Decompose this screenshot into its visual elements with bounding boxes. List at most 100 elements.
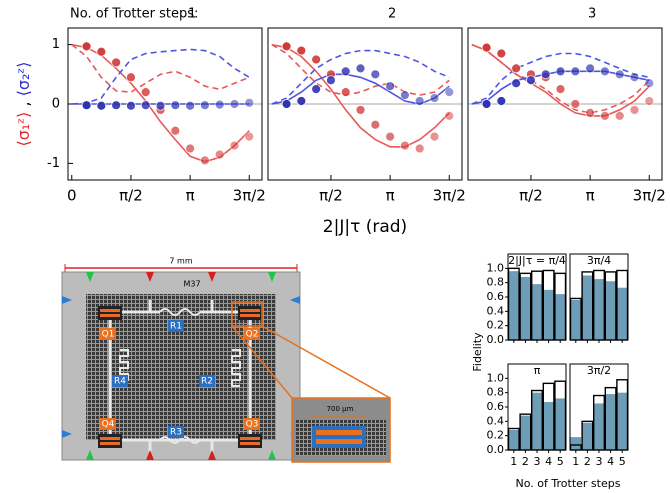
- bar: [532, 393, 543, 450]
- y-tick-label: -1: [47, 156, 60, 171]
- data-point: [600, 111, 609, 120]
- data-point: [112, 101, 121, 110]
- data-point: [200, 101, 209, 110]
- x-tick-label: 4: [545, 455, 552, 468]
- bar: [605, 394, 616, 450]
- bar: [594, 403, 605, 450]
- y-tick-label: 0.2: [487, 429, 505, 442]
- panel-title: 3π/4: [587, 254, 611, 267]
- y-label-sigma2: ⟨σ₂ᶻ⟩: [14, 61, 33, 96]
- inset-junction: [316, 430, 362, 435]
- y-tick-label: 0.0: [487, 443, 505, 456]
- resonator-label: R1: [170, 322, 182, 332]
- data-point: [215, 100, 224, 109]
- bar-x-label: No. of Trotter steps: [516, 477, 621, 490]
- resonator-label: R2: [201, 377, 213, 387]
- data-point: [297, 97, 306, 106]
- data-point: [445, 88, 454, 97]
- data-point: [282, 100, 291, 109]
- x-tick-label: π: [586, 187, 595, 205]
- panel-title: 3: [588, 7, 596, 22]
- y-label-separator: ,: [14, 101, 33, 106]
- data-point: [245, 132, 254, 141]
- data-point: [630, 105, 639, 114]
- bar: [543, 402, 554, 450]
- chip-label: M37: [183, 280, 200, 289]
- data-point: [630, 73, 639, 82]
- data-point: [141, 88, 150, 97]
- data-point: [112, 58, 121, 67]
- data-point: [512, 64, 521, 73]
- bar: [605, 281, 616, 340]
- data-point: [571, 67, 580, 76]
- data-point: [586, 64, 595, 73]
- y-tick-label: 0: [52, 97, 60, 112]
- device-image: 7 mm M37 Q1 Q2 Q3 Q4 R1 R2 R3 R4 700 μm: [62, 257, 390, 463]
- bar: [571, 300, 582, 340]
- x-tick-label: 5: [619, 455, 626, 468]
- data-point: [586, 108, 595, 117]
- bar: [582, 276, 593, 341]
- y-tick-label: 0.4: [487, 304, 505, 317]
- y-tick-label: 0.6: [487, 290, 505, 303]
- data-point: [171, 101, 180, 110]
- y-tick-label: 1.0: [487, 371, 505, 384]
- bar: [594, 279, 605, 340]
- data-point: [215, 150, 224, 159]
- data-point: [356, 64, 365, 73]
- x-tick-label: π: [386, 187, 395, 205]
- data-point: [645, 97, 654, 106]
- data-point: [556, 85, 565, 94]
- bar: [532, 284, 543, 340]
- x-tick-label: 3: [596, 455, 603, 468]
- data-point: [186, 144, 195, 153]
- bar: [509, 271, 520, 340]
- qubit-label: Q2: [246, 330, 259, 340]
- data-point: [430, 132, 439, 141]
- data-point: [497, 97, 506, 106]
- data-point: [512, 79, 521, 88]
- data-point: [200, 156, 209, 165]
- x-tick-label: 1: [510, 455, 517, 468]
- data-point: [297, 46, 306, 55]
- data-point: [97, 47, 106, 56]
- data-point: [326, 76, 335, 85]
- x-tick-label: 3π/2: [433, 187, 466, 205]
- bar: [617, 393, 628, 450]
- panel-title: π: [534, 364, 541, 377]
- resonator-label: R4: [114, 377, 126, 387]
- y-tick-label: 0.0: [487, 333, 505, 346]
- data-point: [400, 91, 409, 100]
- panel-title: 3π/2: [587, 364, 611, 377]
- x-tick-label: 2: [584, 455, 591, 468]
- data-point: [312, 85, 321, 94]
- panel-title: 2: [388, 7, 396, 22]
- data-point: [415, 97, 424, 106]
- x-tick-label: π/2: [319, 187, 343, 205]
- resonator-label: R3: [170, 428, 182, 438]
- data-point: [526, 76, 535, 85]
- x-tick-label: π/2: [519, 187, 543, 205]
- data-point: [171, 126, 180, 135]
- x-tick-label: π: [186, 187, 195, 205]
- data-point: [230, 141, 239, 150]
- y-tick-label: 0.8: [487, 386, 505, 399]
- data-point: [371, 120, 380, 129]
- y-tick-label: 0.8: [487, 276, 505, 289]
- inset-scale-label: 700 μm: [327, 405, 354, 413]
- data-point: [386, 82, 395, 91]
- data-point: [482, 43, 491, 52]
- panel-title: 2|J|τ = π/4: [508, 254, 566, 267]
- bar: [617, 288, 628, 340]
- solid-line: [272, 45, 450, 147]
- qubit-label: Q4: [102, 420, 115, 430]
- data-point: [386, 132, 395, 141]
- data-point: [186, 101, 195, 110]
- bar: [520, 416, 531, 450]
- data-point: [230, 100, 239, 109]
- data-point: [415, 144, 424, 153]
- panel-title: 1: [188, 7, 196, 22]
- inset-junction: [316, 439, 362, 444]
- data-point: [556, 67, 565, 76]
- y-tick-label: 1: [52, 37, 60, 52]
